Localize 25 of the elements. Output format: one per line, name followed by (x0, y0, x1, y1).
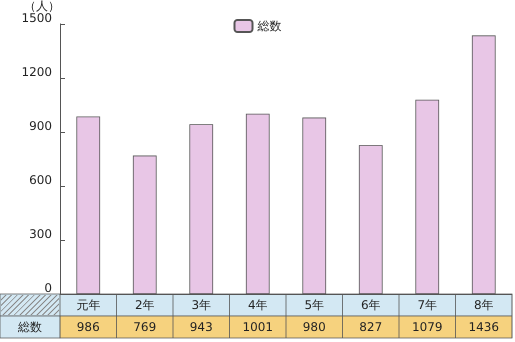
y-tick-label: 1500 (21, 10, 52, 25)
data-label: 1001 (242, 320, 274, 334)
y-tick-label: 900 (29, 118, 52, 133)
data-label: 943 (190, 320, 213, 334)
x-tick-label: 4年 (248, 298, 268, 312)
y-tick-label: 300 (29, 226, 52, 241)
x-tick-label: 5年 (304, 298, 324, 312)
x-tick-label: 2年 (134, 298, 155, 312)
x-tick-label: 6年 (360, 298, 381, 312)
x-tick-label: 3年 (191, 298, 212, 312)
data-label: 980 (302, 320, 326, 334)
data-label: 827 (359, 320, 382, 334)
data-label: 1436 (468, 320, 500, 334)
x-tick-label: 8年 (474, 298, 494, 312)
y-axis-title: （人） (24, 0, 60, 13)
x-tick-label: 元年 (76, 298, 100, 312)
legend-label: 総数 (256, 19, 282, 33)
data-label: 986 (76, 320, 100, 334)
x-tick-label: 7年 (417, 298, 438, 312)
text: 総数 (18, 320, 42, 334)
y-tick-label: 0 (44, 281, 52, 295)
data-label: 1079 (412, 320, 443, 334)
data-label: 769 (133, 320, 156, 334)
y-tick-label: 1200 (21, 64, 52, 79)
y-tick-label: 600 (29, 172, 52, 187)
